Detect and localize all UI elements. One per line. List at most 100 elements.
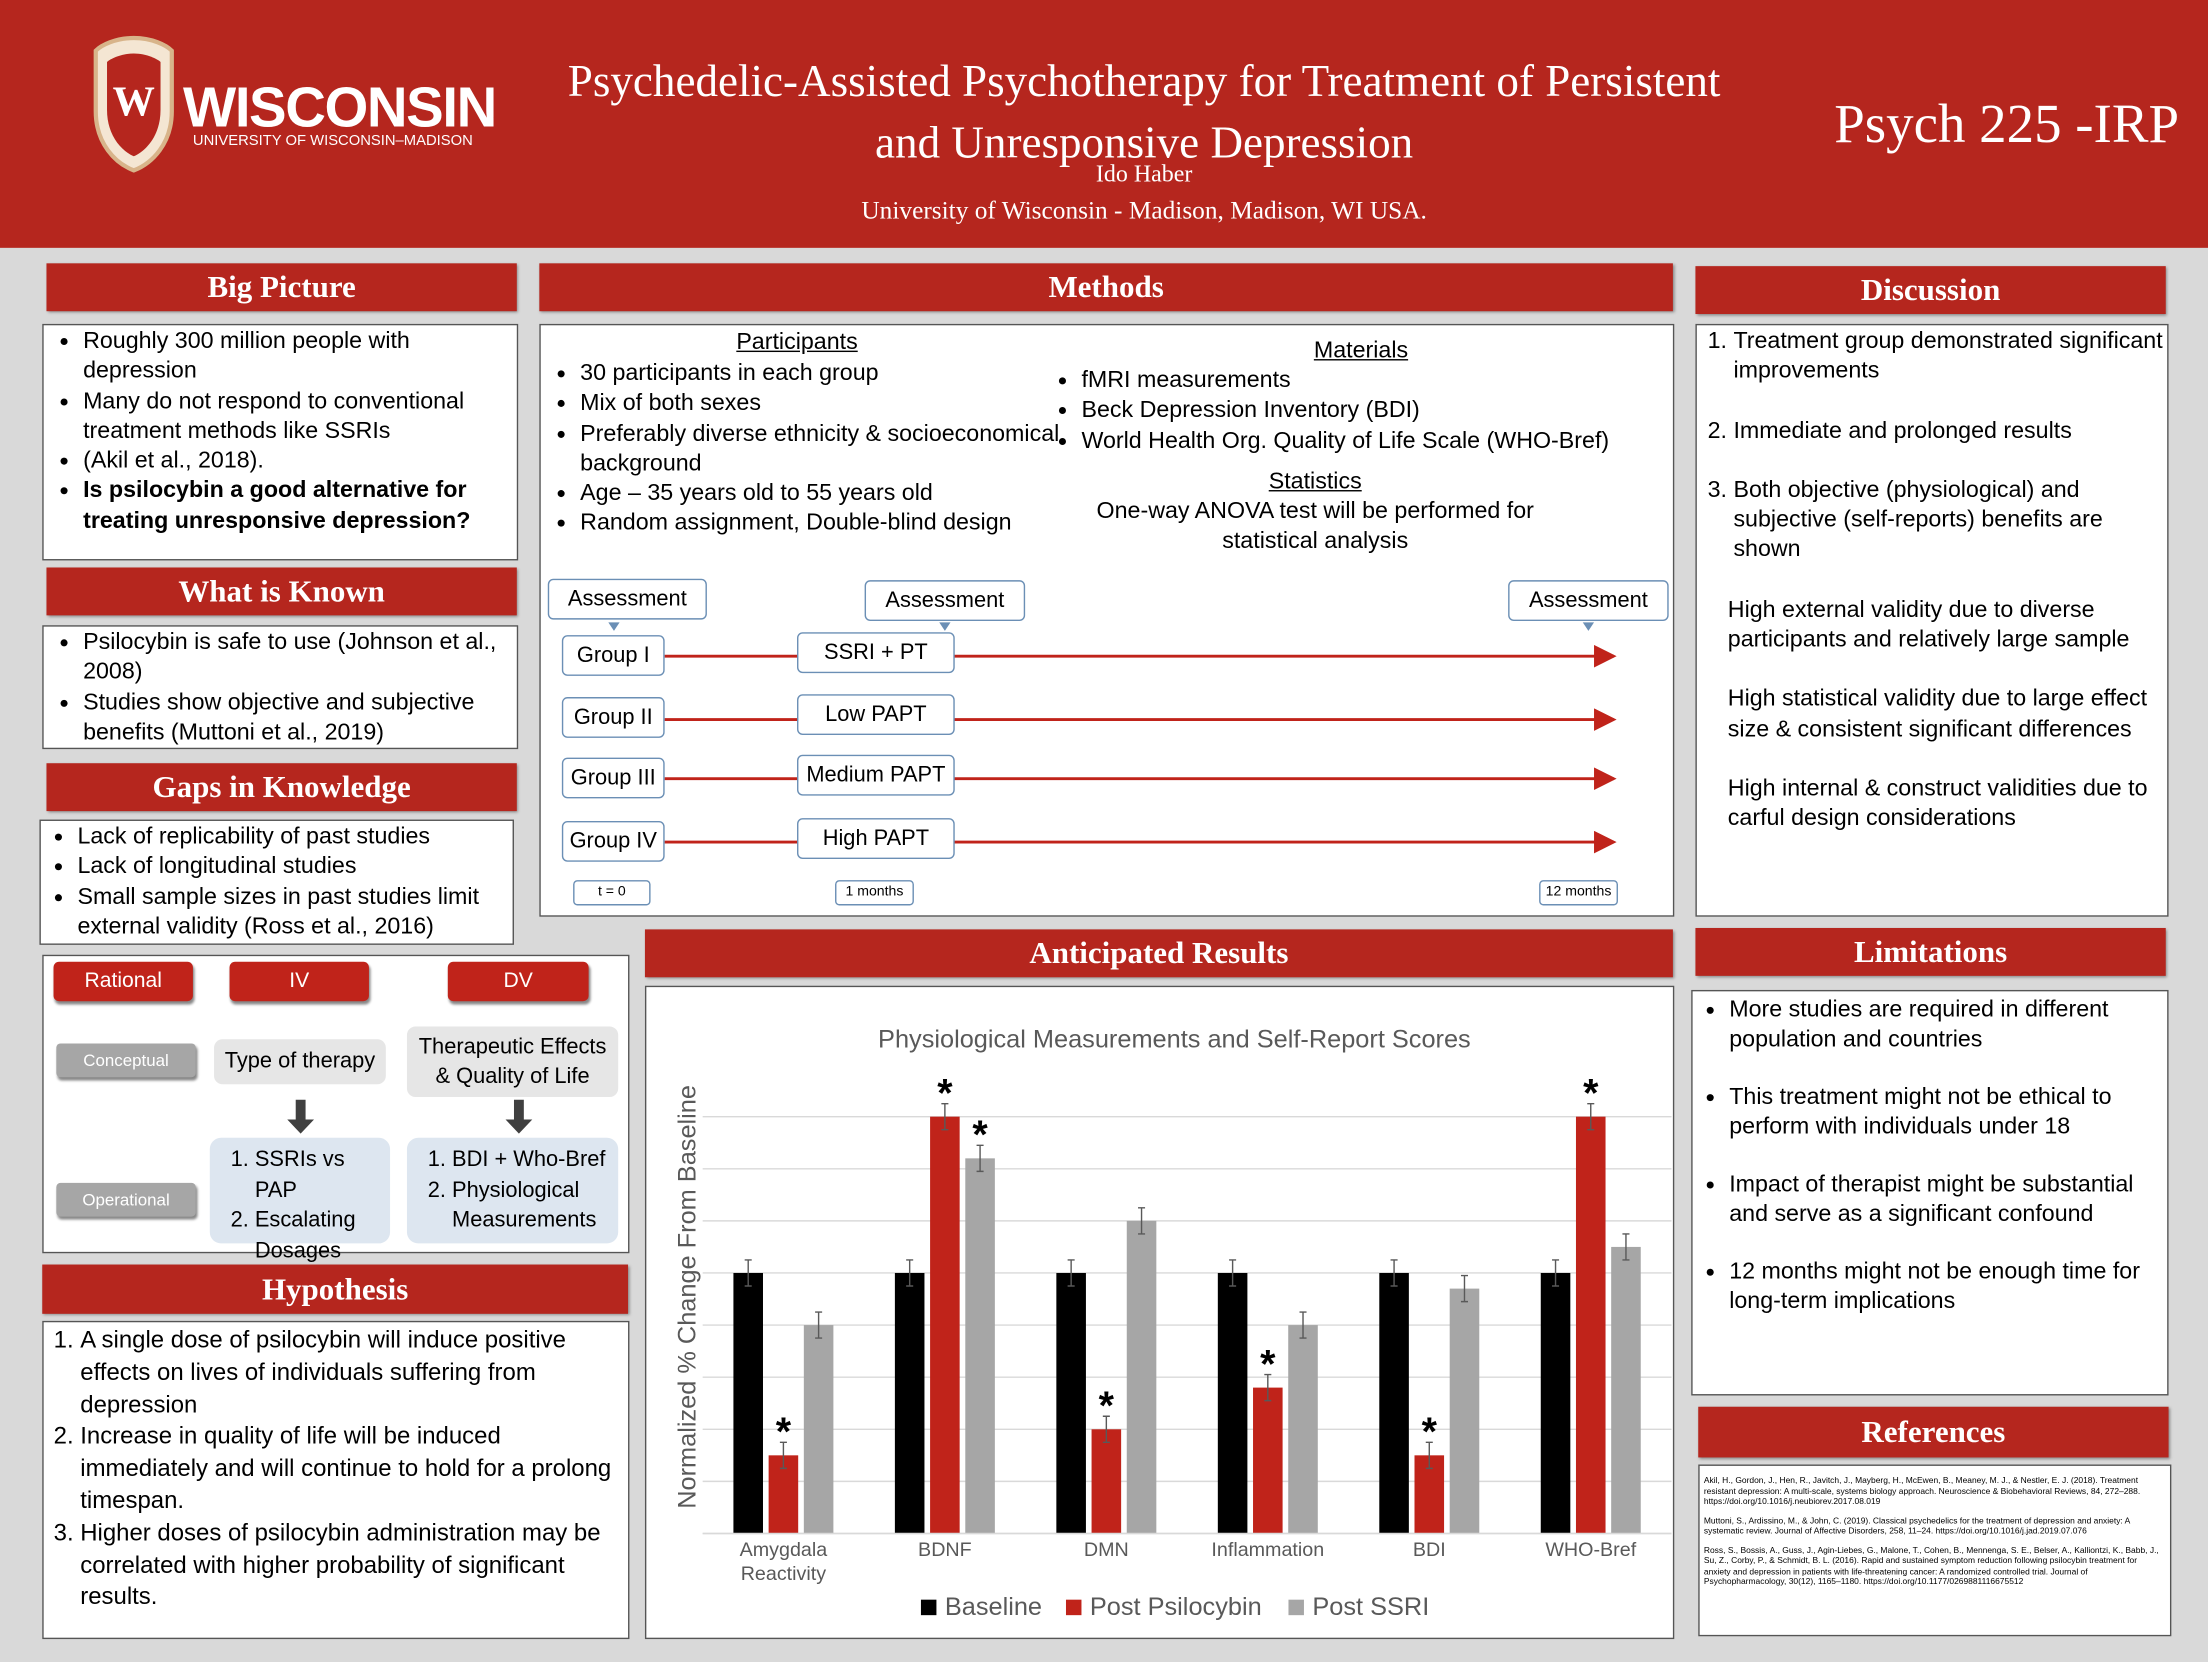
x-tick-label: Amygdala Reactivity: [740, 1539, 828, 1585]
row-label: Conceptual: [56, 1043, 196, 1078]
list-item: Roughly 300 million people with depressi…: [83, 327, 511, 387]
reference: Akil, H., Gordon, J., Hen, R., Javitch, …: [1703, 1477, 2141, 1507]
x-tick-label: DMN: [1084, 1539, 1129, 1561]
list-item: High internal & construct validities due…: [1727, 775, 2148, 832]
bar: [803, 1325, 834, 1534]
logo-subtitle: UNIVERSITY OF WISCONSIN–MADISON: [192, 132, 473, 150]
bar: [1091, 1429, 1122, 1534]
statistics-text: One-way ANOVA test will be performed for…: [1096, 498, 1534, 554]
bar: [1449, 1288, 1480, 1534]
bar: [1056, 1272, 1086, 1534]
operational-box: BDI + Who-BrefPhysiological Measurements: [406, 1137, 619, 1244]
bullet-list: Psilocybin is safe to use (Johnson et al…: [49, 628, 511, 748]
error-bar: [906, 1259, 914, 1287]
chart-title: Physiological Measurements and Self-Repo…: [878, 1025, 1471, 1053]
author: Ido Haber: [1095, 160, 1193, 188]
row-label: Operational: [56, 1182, 196, 1217]
hypothesis-box: A single dose of psilocybin will induce …: [42, 1320, 630, 1640]
error-bar: [1229, 1259, 1237, 1287]
treatment-box: High PAPT: [797, 818, 955, 859]
assessment-box: Assessment: [1508, 580, 1669, 621]
list-item: 12 months might not be enough time for l…: [1729, 1257, 2164, 1315]
bullet-list: Roughly 300 million people with depressi…: [49, 327, 511, 537]
arrow: [505, 1099, 533, 1134]
concept-box: Type of therapy: [214, 1039, 386, 1085]
significance-label: *: [937, 1071, 953, 1115]
error-bar: [1067, 1259, 1075, 1287]
timeline-lines: [608, 622, 1617, 854]
list-item: (Akil et al., 2018).: [83, 447, 511, 477]
error-bar: [1425, 1441, 1433, 1470]
subheading: Participants: [736, 329, 858, 355]
list-item: Studies show objective and subjective be…: [83, 688, 511, 748]
references-box: Akil, H., Gordon, J., Hen, R., Javitch, …: [1698, 1464, 2172, 1637]
error-bar: [815, 1311, 823, 1339]
pointer: [1582, 622, 1595, 631]
gaps-box: Lack of replicability of past studiesLac…: [39, 819, 514, 945]
list-item: Mix of both sexes: [580, 389, 1080, 419]
column-label: IV: [229, 961, 369, 1002]
affiliation: University of Wisconsin - Madison, Madis…: [861, 195, 1427, 224]
list-item: Many do not respond to conventional trea…: [83, 387, 511, 447]
list-item: High statistical validity due to large e…: [1727, 686, 2148, 742]
list-item: BDI + Who-Bref: [452, 1145, 613, 1175]
list-item: Psilocybin is safe to use (Johnson et al…: [83, 628, 511, 688]
legend-label: Post Psilocybin: [1090, 1593, 1262, 1621]
down-arrows: [287, 1099, 533, 1134]
error-bar: [1552, 1259, 1560, 1287]
list-item: Treatment group demonstrated significant…: [1733, 327, 2164, 387]
list-item: Random assignment, Double-blind design: [580, 509, 1080, 539]
bar: [1379, 1272, 1409, 1534]
section-header: References: [1698, 1406, 2169, 1458]
bar: [1288, 1325, 1318, 1534]
bullet-list: 30 participants in each groupMix of both…: [546, 359, 1080, 539]
list-item: A single dose of psilocybin will induce …: [80, 1325, 625, 1421]
list-item: This treatment might not be ethical to p…: [1729, 1083, 2164, 1141]
column-label: DV: [447, 961, 589, 1002]
time-label: 12 months: [1539, 880, 1618, 906]
list-item: fMRI measurements: [1081, 366, 1701, 396]
pointer: [608, 622, 620, 631]
reference: Muttoni, S., Ardissino, M., & John, C. (…: [1703, 1517, 2130, 1537]
logo-name: WISCONSIN: [183, 77, 497, 140]
arrow: [287, 1099, 315, 1134]
error-bar: [1299, 1311, 1307, 1339]
x-tick-label: WHO-Bref: [1545, 1539, 1636, 1561]
arrow-group: [664, 644, 1617, 854]
y-axis-label: Normalized % Change From Baseline: [673, 1085, 701, 1509]
numbered-list: BDI + Who-BrefPhysiological Measurements: [413, 1145, 613, 1236]
list-item: Higher doses of psilocybin administratio…: [80, 1518, 625, 1614]
bar: [1540, 1272, 1571, 1534]
error-bar: [1622, 1233, 1630, 1261]
bar: [1253, 1387, 1283, 1534]
crest-letter: W: [113, 78, 155, 125]
legend-label: Baseline: [945, 1593, 1042, 1621]
plain-list: High external validity due to diverse pa…: [1700, 595, 2165, 834]
concept-box: Therapeutic Effects & Quality of Life: [406, 1026, 619, 1097]
error-bar: [976, 1144, 984, 1173]
section-header: Methods: [539, 263, 1673, 312]
big-picture-box: Roughly 300 million people with depressi…: [42, 323, 519, 561]
bar: [1217, 1272, 1248, 1534]
section-header: Limitations: [1695, 927, 2166, 976]
list-item: 30 participants in each group: [580, 359, 1080, 389]
group-box: Group II: [561, 697, 665, 738]
assessment-box: Assessment: [864, 580, 1026, 621]
bar: [894, 1272, 925, 1534]
group-box: Group I: [561, 635, 665, 676]
list-item: Immediate and prolonged results: [1733, 416, 2164, 446]
list-item: World Health Org. Quality of Life Scale …: [1081, 426, 1701, 456]
pointer: [939, 622, 951, 631]
bar: [930, 1116, 960, 1534]
discussion-box: Treatment group demonstrated significant…: [1695, 323, 2169, 917]
list-item: Is psilocybin a good alternative for tre…: [83, 477, 511, 537]
bullet-list: Lack of replicability of past studiesLac…: [44, 822, 510, 942]
legend-swatch: [920, 1599, 937, 1616]
error-bar: [1390, 1259, 1398, 1287]
list-item: Beck Depression Inventory (BDI): [1081, 396, 1701, 426]
section-header: Anticipated Results: [644, 929, 1673, 978]
significance-label: *: [1422, 1410, 1438, 1454]
time-label: 1 months: [835, 880, 914, 906]
